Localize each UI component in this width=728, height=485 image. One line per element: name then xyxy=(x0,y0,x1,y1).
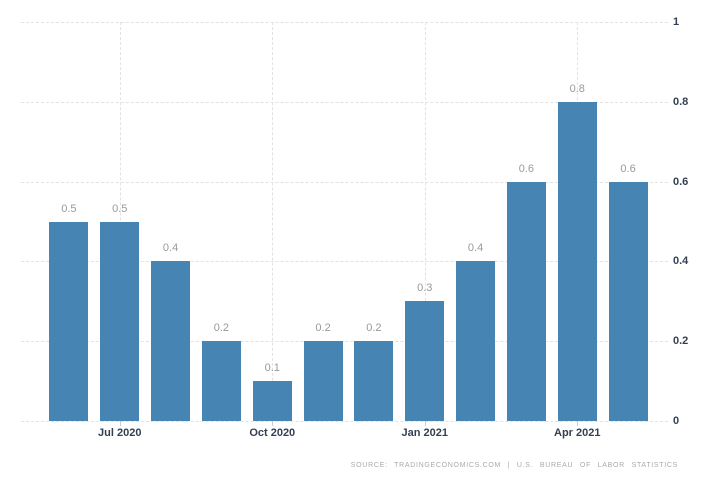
y-gridline xyxy=(21,22,668,23)
bar-value-label: 0.2 xyxy=(366,322,382,335)
x-axis-tick-label: Jan 2021 xyxy=(401,427,448,439)
x-axis-tick xyxy=(119,421,121,426)
y-axis-tick-label: 0.4 xyxy=(673,255,689,268)
y-gridline xyxy=(21,101,668,103)
bar-value-label: 0.3 xyxy=(417,282,433,295)
bar-nov-2020[interactable] xyxy=(303,341,343,421)
y-axis-tick-label: 1 xyxy=(673,16,680,28)
x-gridline xyxy=(272,22,274,421)
bar-feb-2021[interactable] xyxy=(456,261,496,421)
bar-sep-2020[interactable] xyxy=(201,341,241,421)
y-axis-tick-label: 0.8 xyxy=(673,95,689,108)
y-axis-tick-label: 0.2 xyxy=(673,335,689,348)
source-attribution: SOURCE: TRADINGECONOMICS.COM | U.S. BURE… xyxy=(350,462,678,469)
bar-mar-2021[interactable] xyxy=(506,181,546,421)
y-gridline xyxy=(21,341,668,343)
y-axis-tick-label: 0 xyxy=(673,415,680,427)
x-axis-tick-label: Oct 2020 xyxy=(249,427,296,439)
bar-value-label: 0.5 xyxy=(61,202,77,215)
y-gridline xyxy=(21,181,668,183)
bar-value-label: 0.4 xyxy=(467,242,484,255)
y-gridline xyxy=(21,421,668,422)
bar-value-label: 0.5 xyxy=(112,202,128,215)
bar-value-label: 0.2 xyxy=(213,322,230,335)
x-axis-tick xyxy=(424,421,426,426)
x-axis-tick-label: Apr 2021 xyxy=(554,427,601,439)
x-axis-tick-label: Jul 2020 xyxy=(98,427,142,439)
x-gridline xyxy=(424,22,426,421)
y-gridline xyxy=(21,261,668,263)
bar-value-label: 0.1 xyxy=(264,362,280,375)
bar-value-label: 0.4 xyxy=(162,242,179,255)
bar-aug-2020[interactable] xyxy=(151,261,191,421)
bar-value-label: 0.6 xyxy=(620,162,636,175)
bar-apr-2021[interactable] xyxy=(557,101,597,421)
bar-dec-2020[interactable] xyxy=(354,341,394,421)
bar-jan-2021[interactable] xyxy=(405,301,445,421)
bar-value-label: 0.2 xyxy=(315,322,331,335)
x-axis-tick xyxy=(577,421,579,426)
x-axis-tick xyxy=(272,421,274,426)
y-axis-tick-label: 0.6 xyxy=(673,175,689,188)
bar-oct-2020[interactable] xyxy=(252,381,292,421)
bar-value-label: 0.6 xyxy=(518,162,535,175)
bar-jul-2020[interactable] xyxy=(100,221,140,421)
bar-jun-2020[interactable] xyxy=(49,221,89,421)
bar-value-label: 0.8 xyxy=(569,82,585,95)
bar-may-2021[interactable] xyxy=(608,181,648,421)
